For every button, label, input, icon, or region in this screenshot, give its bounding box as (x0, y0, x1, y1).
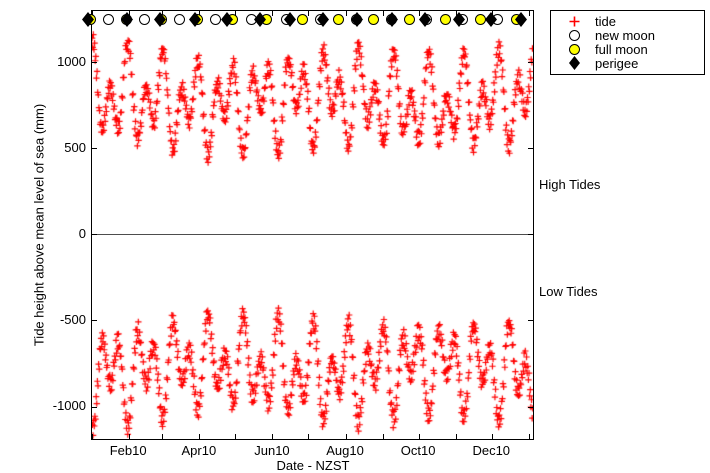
x-tick (199, 434, 201, 439)
x-tick (455, 434, 457, 439)
y-tick-label: 0 (78, 225, 86, 241)
perigee-icon (221, 12, 234, 28)
x-tick-top (418, 11, 420, 16)
x-tick-label: Dec10 (472, 443, 511, 458)
zero-reference-line (92, 234, 533, 236)
perigee-icon (283, 12, 296, 28)
legend-label-full-moon: full moon (595, 41, 648, 57)
perigee-icon (120, 12, 133, 28)
low-tides-annotation: Low Tides (539, 284, 598, 299)
y-tick-label: -500 (59, 311, 86, 327)
perigee-icon (82, 12, 95, 28)
perigee-legend-icon (560, 56, 588, 70)
plot-area (82, 10, 534, 440)
x-tick-top (491, 11, 493, 16)
x-tick-label: Feb10 (109, 443, 147, 458)
new-moon-icon (173, 14, 185, 26)
full-moon-icon (404, 14, 416, 26)
full-moon-icon (297, 14, 309, 26)
y-tick-right (528, 320, 533, 322)
y-tick (92, 148, 97, 150)
y-tick (92, 62, 97, 64)
tide-scatter-canvas (92, 11, 533, 439)
x-tick-top (128, 11, 130, 16)
x-tick (382, 434, 384, 439)
new-moon-legend-icon (560, 29, 588, 41)
x-tick (272, 434, 274, 439)
x-tick (128, 434, 130, 439)
full-moon-icon (368, 14, 380, 26)
x-tick (418, 434, 420, 439)
x-tick-top (235, 11, 237, 16)
x-tick (235, 434, 237, 439)
y-tick-right (528, 148, 533, 150)
y-tick-right (528, 62, 533, 64)
perigee-icon (485, 12, 498, 28)
full-moon-icon (333, 14, 345, 26)
x-tick-top (345, 11, 347, 16)
x-tick-top (308, 11, 310, 16)
x-tick (345, 434, 347, 439)
tide-plus-icon (560, 16, 588, 27)
y-tick (92, 320, 97, 322)
x-tick-top (382, 11, 384, 16)
x-tick (528, 434, 530, 439)
new-moon-icon (209, 14, 221, 26)
y-tick (92, 234, 97, 236)
x-tick (162, 434, 164, 439)
y-tick-right (528, 234, 533, 236)
legend-label-tide: tide (595, 13, 616, 29)
x-tick (308, 434, 310, 439)
x-tick (491, 434, 493, 439)
x-tick-top (162, 11, 164, 16)
legend-label-new-moon: new moon (595, 27, 655, 43)
x-tick-top (528, 11, 530, 16)
new-moon-icon (103, 14, 115, 26)
legend-entry-tide: tide (560, 13, 704, 29)
y-tick-label: -1000 (52, 398, 86, 413)
high-tides-annotation: High Tides (539, 177, 601, 192)
legend: tide new moon full moon perigee (550, 10, 705, 75)
x-tick-top (199, 11, 201, 16)
y-tick-right (528, 406, 533, 408)
legend-entry-perigee: perigee (560, 55, 704, 71)
y-tick-label: 1000 (57, 53, 86, 69)
perigee-icon (515, 12, 528, 28)
perigee-icon (452, 12, 465, 28)
perigee-icon (385, 12, 398, 28)
perigee-icon (350, 12, 363, 28)
x-tick-label: Oct10 (400, 443, 436, 458)
perigee-icon (154, 12, 167, 28)
x-tick (91, 434, 93, 439)
y-tick (92, 406, 97, 408)
new-moon-icon (139, 14, 151, 26)
x-tick-label: Jun10 (254, 443, 290, 458)
perigee-icon (419, 12, 432, 28)
perigee-icon (189, 12, 202, 28)
perigee-icon (253, 12, 266, 28)
perigee-icon (317, 12, 330, 28)
legend-entry-full-moon: full moon (560, 41, 704, 57)
full-moon-icon (440, 14, 452, 26)
x-axis-title: Date - NZST (276, 458, 350, 473)
legend-entry-new-moon: new moon (560, 27, 704, 43)
x-tick-top (455, 11, 457, 16)
legend-label-perigee: perigee (595, 55, 639, 71)
x-tick-top (272, 11, 274, 16)
x-tick-label: Apr10 (181, 443, 217, 458)
y-tick-label: 500 (64, 139, 86, 155)
x-tick-top (91, 11, 93, 16)
full-moon-legend-icon (560, 43, 588, 55)
x-tick-label: Aug10 (326, 443, 364, 458)
